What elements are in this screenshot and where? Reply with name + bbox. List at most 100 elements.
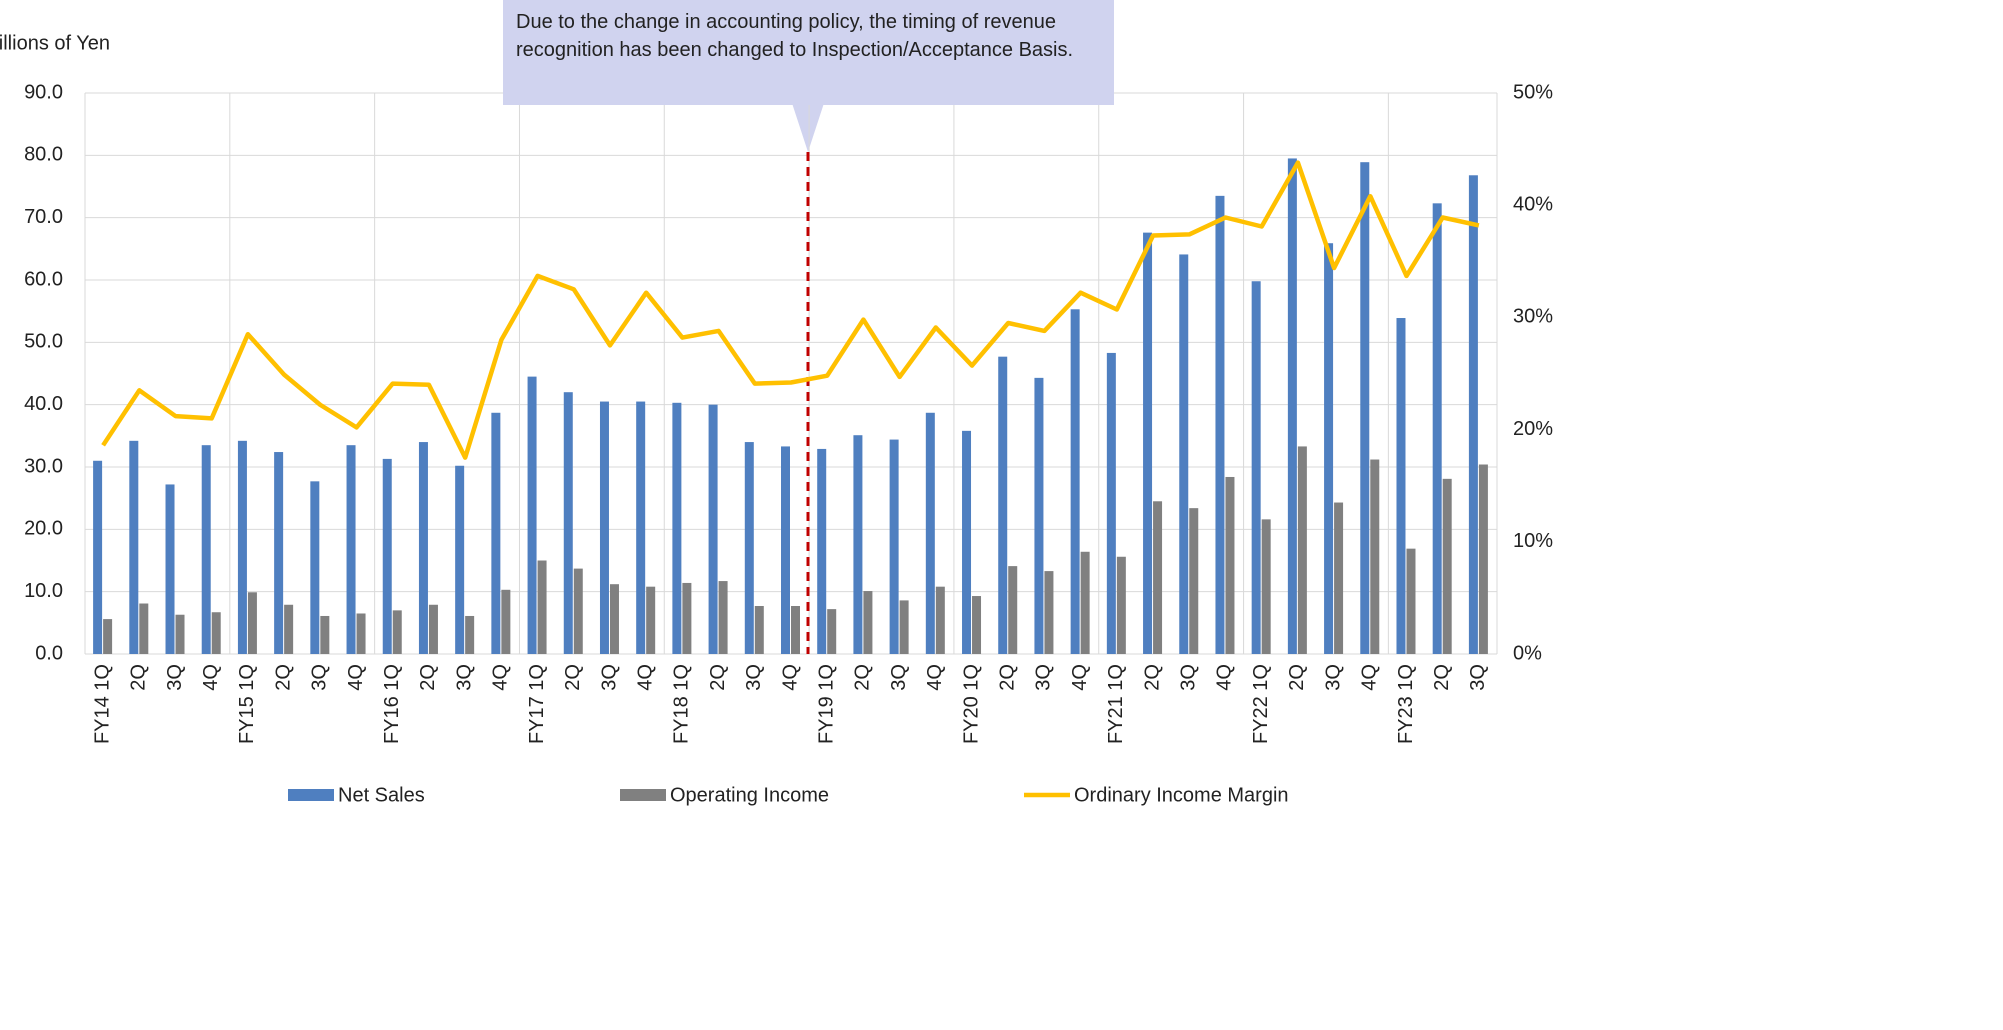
x-tick-label: FY16 1Q [381, 664, 403, 744]
bar [491, 412, 501, 654]
bar [853, 435, 863, 654]
x-tick-label: FY23 1Q [1395, 664, 1417, 744]
bar [599, 401, 609, 654]
x-tick-label: 2Q [272, 664, 294, 691]
x-tick-label: 3Q [164, 664, 186, 691]
bar [563, 392, 573, 654]
bar [1324, 243, 1334, 654]
y2-tick-label: 30% [1513, 306, 1553, 328]
x-tick-label: 4Q [345, 664, 367, 691]
y-tick-label: 0.0 [35, 642, 63, 664]
y-tick-label: 10.0 [24, 580, 63, 602]
bar [418, 442, 428, 654]
bar [103, 619, 113, 654]
bar [382, 458, 392, 654]
line-series [101, 160, 1480, 460]
x-tick-label: 3Q [309, 664, 331, 691]
bar [1153, 501, 1163, 654]
bar [718, 581, 728, 654]
bar [527, 376, 537, 654]
x-tick-label: 2Q [128, 664, 150, 691]
bar [972, 596, 982, 654]
y-tick-label: 40.0 [24, 393, 63, 415]
bar [310, 481, 320, 654]
bar [1215, 195, 1225, 654]
y-tick-label: 30.0 [24, 455, 63, 477]
bar [1468, 175, 1478, 654]
bar [791, 606, 800, 654]
x-tick-label: 2Q [417, 664, 439, 691]
x-tick-label: 3Q [1322, 664, 1344, 691]
bar [1334, 502, 1344, 654]
y-tick-label: 60.0 [24, 268, 63, 290]
bar [1370, 459, 1380, 654]
legend-label: Ordinary Income Margin [1074, 784, 1289, 806]
bar [93, 460, 103, 654]
bar [925, 412, 935, 654]
bar [827, 609, 837, 654]
y-tick-label: 50.0 [24, 331, 63, 353]
bar [1225, 476, 1235, 654]
bar [1287, 158, 1297, 654]
x-tick-label: 3Q [1467, 664, 1489, 691]
x-tick-label: 2Q [997, 664, 1019, 691]
bar [998, 356, 1008, 654]
bar [392, 610, 402, 654]
y2-tick-label: 10% [1513, 530, 1553, 552]
grid [84, 92, 1498, 655]
x-tick-label: FY22 1Q [1250, 664, 1272, 744]
x-tick-label: 4Q [779, 664, 801, 691]
x-tick-label: FY14 1Q [91, 664, 113, 744]
bar [1478, 464, 1488, 654]
x-tick-label: 2Q [562, 664, 584, 691]
bar [1044, 571, 1054, 654]
x-tick-label: 3Q [598, 664, 620, 691]
legend-label: Net Sales [338, 784, 425, 806]
bar [247, 592, 257, 654]
callout-pointer [790, 97, 826, 152]
bar [1442, 478, 1452, 654]
x-tick-label: 2Q [707, 664, 729, 691]
bar [274, 452, 284, 654]
bar [1396, 318, 1406, 654]
y2-tick-label: 50% [1513, 81, 1553, 103]
y-axis-title: Billions of Yen [0, 32, 110, 54]
bar [465, 615, 475, 654]
x-tick-label: 3Q [453, 664, 475, 691]
bar [744, 442, 754, 654]
bar [1406, 548, 1416, 654]
bar [781, 446, 790, 654]
x-tick-label: 3Q [1178, 664, 1200, 691]
bar [817, 448, 827, 654]
bar [708, 404, 718, 654]
x-tick-label: FY18 1Q [671, 664, 693, 744]
bar [863, 591, 873, 654]
bar [609, 584, 619, 654]
bar [1034, 377, 1044, 654]
legend-swatch [620, 789, 666, 801]
bar [1143, 232, 1153, 655]
bar [1432, 203, 1442, 654]
y2-tick-label: 20% [1513, 418, 1553, 440]
bar [754, 606, 764, 654]
bar [501, 589, 511, 654]
bar [1360, 162, 1370, 654]
y2-tick-label: 40% [1513, 193, 1553, 215]
y-tick-label: 90.0 [24, 81, 63, 103]
y-tick-label: 70.0 [24, 206, 63, 228]
x-tick-label: 2Q [1431, 664, 1453, 691]
bar [899, 600, 909, 654]
bar [237, 440, 247, 654]
bar [211, 612, 221, 654]
x-tick-label: FY17 1Q [526, 664, 548, 744]
bar [672, 402, 682, 654]
x-tick-label: 4Q [490, 664, 512, 691]
x-tick-label: FY15 1Q [236, 664, 258, 744]
annotation: Due to the change in accounting policy, … [503, 0, 1114, 105]
bar [1106, 352, 1116, 654]
x-tick-label: 2Q [1141, 664, 1163, 691]
bar [646, 586, 656, 654]
x-tick-label: 4Q [200, 664, 222, 691]
